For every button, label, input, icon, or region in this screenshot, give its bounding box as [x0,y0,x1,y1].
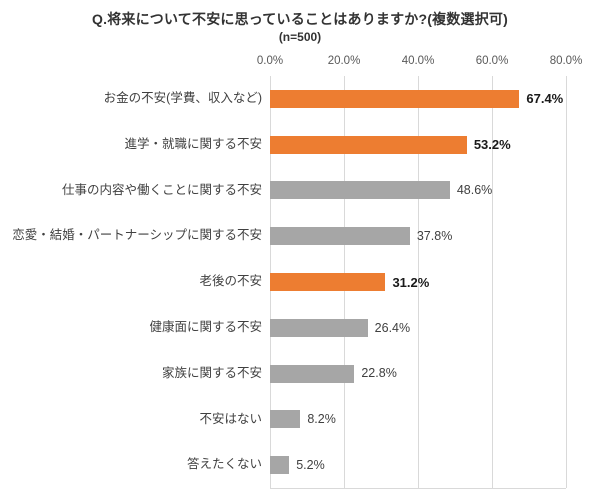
bar-value: 37.8% [416,228,453,243]
x-axis-tick: 20.0% [327,55,361,67]
category-label: 家族に関する不安 [161,365,262,380]
bar [270,364,355,383]
bar-row: 31.2% [270,259,566,305]
bar [270,181,450,200]
bar-value: 5.2% [296,457,325,472]
category-label: 老後の不安 [199,274,262,289]
x-axis-tick: 80.0% [549,55,583,67]
bar-row: 26.4% [270,305,566,351]
bar-value: 8.2% [307,412,336,427]
gridline [566,76,567,488]
bar-row: 37.8% [270,213,566,259]
bar-row: 53.2% [270,122,566,168]
bar-value: 31.2% [392,274,430,290]
bar-value: 26.4% [374,320,411,335]
bar-row: 8.2% [270,396,566,442]
gridline [418,76,419,488]
x-axis: 0.0% 20.0% 40.0% 60.0% 80.0% [257,55,582,70]
bar-value: 67.4% [526,91,564,107]
gridline [492,76,493,488]
bar [270,273,386,292]
category-label: お金の不安(学費、収入など) [103,91,262,106]
chart-title: Q.将来について不安に思っていることはありますか?(複数選択可) [92,11,508,27]
category-label: 健康面に関する不安 [149,319,262,334]
bar [270,135,467,154]
bar-row: 5.2% [270,442,566,488]
bar [270,456,290,475]
bar-row: 48.6% [270,168,566,214]
category-label: 答えたくない [186,457,262,472]
plot-area: 67.4% 53.2% 48.6% 37.8% 31.2% 26.4% [270,76,567,489]
bar-row: 22.8% [270,351,566,397]
bar-row: 67.4% [270,76,566,122]
category-label: 不安はない [199,411,262,426]
category-label: 仕事の内容や働くことに関する不安 [61,182,262,197]
bar-value: 48.6% [456,183,493,198]
bar [270,318,368,337]
x-axis-tick: 40.0% [401,55,435,67]
bar [270,410,301,429]
category-labels: お金の不安(学費、収入など) 進学・就職に関する不安 仕事の内容や働くことに関す… [0,76,262,488]
bar-rows: 67.4% 53.2% 48.6% 37.8% 31.2% 26.4% [270,76,566,488]
category-label: 恋愛・結婚・パートナーシップに関する不安 [12,228,262,243]
bar [270,89,520,108]
bar-value: 53.2% [473,137,511,153]
chart-subtitle: (n=500) [278,30,322,44]
bar-value: 22.8% [361,366,397,381]
bar [270,227,410,246]
category-label: 進学・就職に関する不安 [124,136,262,151]
x-axis-tick: 0.0% [256,55,284,67]
x-axis-tick: 60.0% [475,55,509,67]
